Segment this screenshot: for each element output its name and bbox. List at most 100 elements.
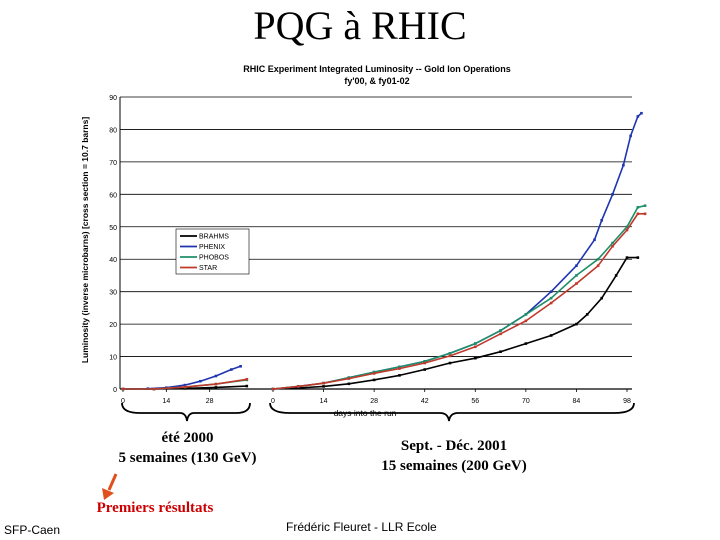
series-line-star-run2 [272, 213, 646, 390]
y-axis-label: Luminosity (inverse microbarns) [cross s… [80, 117, 90, 364]
data-point-brahms [524, 342, 528, 345]
data-point-star [296, 385, 300, 388]
data-point-star [448, 354, 452, 358]
x-tick-label-run2: 14 [320, 398, 328, 405]
data-point-phenix [575, 264, 578, 268]
data-point-star [271, 387, 275, 391]
y-tick-label: 60 [109, 192, 117, 199]
data-point-star [524, 319, 528, 323]
legend-label: STAR [199, 265, 217, 272]
slide-title: PQG à RHIC [253, 3, 467, 48]
chart-legend: BRAHMS PHENIX PHOBOS STAR [175, 228, 250, 275]
arrow-shaft [107, 473, 118, 491]
data-point-brahms [499, 350, 502, 353]
data-point-star [473, 345, 477, 349]
legend-label: BRAHMS [199, 234, 229, 241]
data-point-phobos [524, 313, 528, 316]
series-line-brahms-run2 [272, 256, 638, 390]
grid-layer: 0 10 20 30 40 50 60 70 80 90 0 14 28 0 14 28 42 56 70 84 98 [109, 95, 632, 405]
y-tick-label: 90 [109, 95, 117, 102]
data-point-brahms [600, 296, 604, 300]
data-point-brahms [296, 386, 300, 390]
footer-center: Frédéric Fleuret - LLR Ecole [286, 520, 437, 534]
data-point-brahms [245, 384, 249, 388]
x-tick-label-run1: 14 [162, 398, 170, 405]
data-point-phobos [398, 365, 401, 369]
data-point-brahms [473, 356, 477, 360]
y-tick-label: 50 [109, 225, 117, 232]
caption-sept-line1: Sept. - Déc. 2001 [400, 438, 508, 454]
y-tick-label: 40 [109, 257, 117, 264]
data-point-star [611, 244, 614, 248]
data-point-star [183, 385, 187, 389]
series-line-phenix-run1 [122, 365, 241, 390]
data-point-star [398, 367, 401, 370]
caption-ete-2000: été 2000 5 semaines (130 GeV) [95, 428, 280, 468]
x-tick-label-run2: 42 [421, 398, 429, 405]
data-point-phobos [575, 274, 578, 277]
x-tick-label-run2: 70 [522, 398, 530, 405]
x-tick-label-run1: 0 [121, 398, 125, 405]
series-line-phenix-run2 [272, 112, 642, 390]
x-tick-label-run1: 28 [206, 398, 214, 405]
x-tick-label-run2: 84 [573, 398, 581, 405]
y-tick-label: 20 [109, 322, 117, 329]
data-point-star [575, 282, 578, 285]
data-point-star [372, 372, 376, 375]
data-point-brahms [322, 385, 325, 388]
data-point-phenix [230, 368, 233, 371]
annotation-layer [102, 402, 635, 500]
data-point-phenix [239, 364, 242, 368]
data-point-phobos [611, 241, 614, 245]
chart-subtitle: fy'00, & fy01-02 [344, 76, 409, 86]
data-point-star [499, 332, 502, 336]
data-point-phenix [611, 193, 614, 196]
data-point-phobos [625, 225, 629, 229]
data-point-star [322, 381, 325, 385]
x-tick-label-run2: 28 [370, 398, 378, 405]
data-point-phenix [622, 163, 625, 167]
data-point-star [152, 387, 156, 391]
data-point-star [347, 377, 351, 380]
data-point-brahms [636, 256, 640, 259]
x-tick-label-run2: 56 [471, 398, 479, 405]
data-point-phobos [636, 206, 640, 209]
y-tick-label: 80 [109, 127, 117, 134]
data-point-star [245, 377, 249, 381]
data-point-phenix [183, 383, 187, 387]
data-point-phobos [596, 257, 600, 261]
data-point-phenix [640, 111, 643, 115]
data-point-star [625, 228, 629, 232]
data-point-phobos [643, 204, 647, 207]
data-point-phenix [636, 115, 640, 118]
y-tick-label: 30 [109, 290, 117, 297]
footer-left: SFP-Caen [4, 523, 61, 537]
data-point-phobos [423, 360, 427, 363]
data-point-phenix [600, 218, 604, 222]
data-point-brahms [625, 256, 629, 259]
data-point-brahms [372, 378, 376, 382]
data-point-phenix [549, 290, 553, 293]
data-point-phobos [448, 352, 452, 355]
data-point-phenix [593, 238, 596, 242]
y-tick-label: 70 [109, 160, 117, 167]
legend-label: PHENIX [199, 244, 225, 251]
chart-title: RHIC Experiment Integrated Luminosity --… [243, 64, 511, 74]
data-point-phenix [199, 379, 202, 383]
brace-run-2000 [121, 402, 251, 422]
data-point-star [596, 264, 600, 268]
data-point-phobos [549, 296, 553, 300]
data-point-phenix [629, 134, 632, 138]
data-point-brahms [614, 274, 618, 277]
caption-ete-line1: été 2000 [161, 430, 214, 446]
data-point-brahms [549, 334, 553, 337]
data-point-brahms [347, 382, 351, 386]
y-tick-label: 0 [113, 387, 117, 394]
data-point-phenix [214, 374, 218, 378]
data-point-star [549, 301, 553, 305]
data-point-brahms [585, 313, 589, 316]
data-point-brahms [214, 386, 218, 389]
data-point-brahms [448, 361, 452, 365]
series-layer [121, 111, 647, 391]
